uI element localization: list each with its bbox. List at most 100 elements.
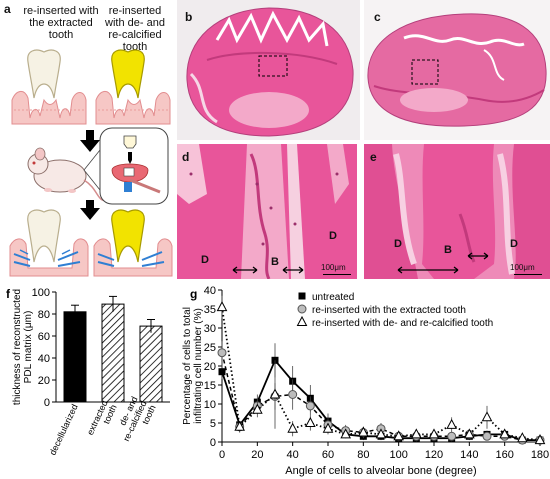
y-tick-label: 0 bbox=[44, 397, 50, 409]
bar bbox=[139, 325, 163, 403]
x-tick-label: 0 bbox=[219, 449, 225, 461]
reinserted-decalcified-tooth-icon bbox=[93, 209, 173, 277]
panel-a-schematic bbox=[9, 49, 173, 277]
gum-socket-right-icon bbox=[95, 91, 171, 125]
x-tick-label: de- andre-calcifiedtooth bbox=[112, 395, 158, 447]
data-point bbox=[499, 428, 510, 439]
y-tick-label: 5 bbox=[210, 418, 216, 430]
y-tick-label: 0 bbox=[210, 437, 216, 449]
y-tick-label: 20 bbox=[204, 361, 216, 373]
y-tick-label: 80 bbox=[38, 309, 50, 321]
y-axis-label-line: PDL matrix (μm) bbox=[23, 311, 34, 384]
y-axis-label: thickness of reconstructedPDL matrix (μm… bbox=[12, 289, 34, 405]
legend-label: re-inserted with the extracted tooth bbox=[312, 305, 466, 316]
data-point bbox=[393, 430, 404, 441]
data-point bbox=[288, 390, 298, 399]
histology-d-label-dentin-right: D bbox=[329, 230, 337, 242]
y-axis-label-line: Percentage of cells to total bbox=[182, 307, 193, 425]
data-point bbox=[322, 422, 334, 433]
x-tick-label: 20 bbox=[251, 449, 263, 461]
extracted-tooth-icon bbox=[27, 49, 61, 99]
x-tick-label: 140 bbox=[460, 449, 478, 461]
x-tick-label: decellularized bbox=[47, 403, 79, 457]
histology-b-letter: b bbox=[185, 10, 193, 24]
panel-f-letter: f bbox=[6, 287, 11, 301]
y-tick-label: 40 bbox=[38, 353, 50, 365]
histology-e-letter: e bbox=[370, 150, 377, 164]
panel-g-letter: g bbox=[190, 287, 197, 301]
data-point bbox=[447, 431, 457, 441]
legend-marker bbox=[297, 304, 307, 314]
gum-socket-left-icon bbox=[11, 91, 87, 125]
down-arrow-icon bbox=[80, 130, 100, 152]
histology-d-letter: d bbox=[182, 150, 190, 164]
x-tick-label: 180 bbox=[531, 449, 549, 461]
x-tick-label: 100 bbox=[389, 449, 407, 461]
data-point bbox=[358, 426, 369, 437]
data-point bbox=[517, 432, 528, 443]
y-tick-label: 10 bbox=[204, 399, 216, 411]
x-tick-label: 60 bbox=[322, 449, 334, 461]
bar bbox=[101, 303, 125, 403]
data-point bbox=[217, 348, 227, 358]
decalcified-tooth-icon bbox=[111, 49, 145, 99]
data-point bbox=[340, 428, 351, 439]
data-point bbox=[269, 388, 281, 399]
legend-marker bbox=[296, 315, 308, 326]
x-tick-label: 120 bbox=[425, 449, 443, 461]
y-tick-label: 60 bbox=[38, 331, 50, 343]
bar bbox=[63, 311, 87, 403]
x-tick-label: extractedtooth bbox=[85, 399, 119, 441]
legend-label: re-inserted with de- and re-calcified to… bbox=[312, 318, 493, 329]
legend-label: untreated bbox=[312, 292, 354, 303]
x-tick-label: 80 bbox=[357, 449, 369, 461]
y-tick-label: 35 bbox=[204, 304, 216, 316]
data-point bbox=[375, 428, 387, 439]
y-axis-label-line: infiltrating cell number (%) bbox=[193, 308, 204, 424]
implant-callout bbox=[83, 127, 169, 205]
data-point bbox=[252, 403, 263, 414]
y-tick-label: 25 bbox=[204, 342, 216, 354]
histology-e-scale-bar bbox=[514, 274, 542, 275]
y-axis-label-line: thickness of reconstructed bbox=[12, 289, 23, 405]
data-point bbox=[464, 428, 475, 439]
histology-d-label-bone: B bbox=[271, 256, 279, 268]
y-tick-label: 40 bbox=[204, 285, 216, 297]
chart-g: g 0 5 10 15 20 25 30 35 40 0 20 40 60 80 100 120 140 160 1… bbox=[182, 285, 549, 477]
panel-a-label-left: re-inserted with the extracted tooth bbox=[23, 5, 99, 41]
legend-marker bbox=[298, 292, 306, 300]
histology-e-scale-bar-label: 100μm bbox=[510, 263, 535, 272]
x-tick-label: 40 bbox=[287, 449, 299, 461]
y-tick-label: 30 bbox=[204, 323, 216, 335]
panel-a-letter: a bbox=[4, 2, 11, 16]
y-tick-label: 15 bbox=[204, 380, 216, 392]
data-point bbox=[234, 420, 245, 431]
reinserted-extracted-tooth-icon bbox=[9, 209, 89, 277]
data-point bbox=[305, 416, 316, 427]
x-tick-label-line: decellularized bbox=[47, 403, 79, 457]
data-point bbox=[411, 428, 422, 439]
histology-d-label-dentin-left: D bbox=[201, 254, 209, 266]
data-point bbox=[446, 418, 457, 429]
histology-b-image: b bbox=[177, 0, 360, 140]
histology-d-image: d D B D 100μm bbox=[177, 144, 357, 279]
histology-e-label-dentin-left: D bbox=[394, 238, 402, 250]
histology-e-image: e D B D 100μm bbox=[364, 144, 550, 279]
panel-a-label-right: re-inserted with de- and re-calcified to… bbox=[105, 5, 165, 53]
x-axis-label: Angle of cells to alveolar bone (degree) bbox=[285, 465, 476, 477]
x-tick-label: 160 bbox=[495, 449, 513, 461]
data-point bbox=[305, 401, 315, 411]
data-point bbox=[287, 422, 298, 433]
histology-d-scale-bar-label: 100μm bbox=[321, 263, 346, 272]
data-point bbox=[481, 411, 493, 422]
histology-c-letter: c bbox=[374, 10, 381, 24]
histology-d-scale-bar bbox=[323, 274, 351, 275]
mouse-icon bbox=[27, 147, 111, 202]
data-point bbox=[534, 434, 546, 445]
histology-c-image: c bbox=[364, 0, 550, 140]
data-point bbox=[218, 368, 226, 376]
data-point bbox=[428, 428, 440, 439]
data-point bbox=[216, 301, 228, 312]
histology-e-label-dentin-right: D bbox=[510, 238, 518, 250]
